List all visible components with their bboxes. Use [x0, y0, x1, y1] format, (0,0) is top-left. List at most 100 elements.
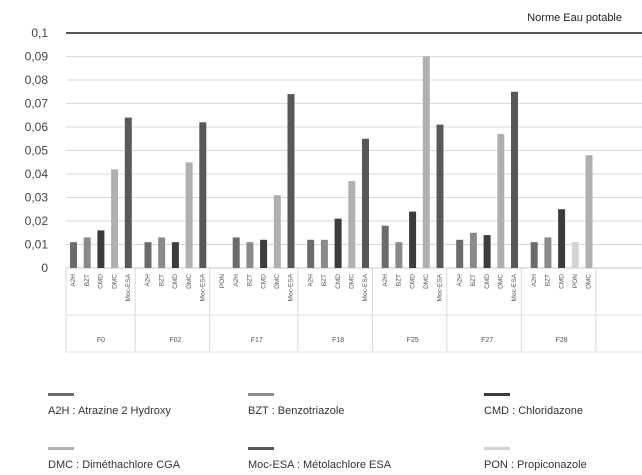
group-label: F25 [407, 337, 419, 344]
bar [469, 232, 477, 268]
x-tick-label: CMD [98, 274, 105, 289]
x-tick-label: PON [219, 274, 226, 288]
group-label: F17 [251, 337, 263, 344]
bar [124, 117, 132, 268]
bar [395, 242, 403, 268]
bar [585, 155, 593, 268]
x-tick-label: DMC [186, 274, 193, 289]
x-tick-label: A2H [70, 274, 77, 287]
x-tick-label: DMC [349, 274, 356, 289]
x-tick-label: DMC [274, 274, 281, 289]
bar [97, 230, 105, 268]
x-tick-label: A2H [456, 274, 463, 287]
group-label: F18 [332, 337, 344, 344]
x-tick-label: Moc-ESA [125, 273, 132, 301]
legend-swatch [48, 447, 74, 450]
y-tick-label: 0,01 [25, 238, 49, 252]
x-tick-label: CMD [558, 274, 565, 289]
x-tick-label: BZT [158, 274, 165, 286]
x-tick-label: BZT [321, 274, 328, 286]
legend-swatch [484, 393, 510, 396]
y-tick-label: 0,03 [25, 191, 49, 205]
group-label: F28 [556, 337, 568, 344]
bar [171, 242, 179, 268]
legend-swatch [484, 447, 510, 450]
group-label: F02 [169, 337, 181, 344]
bar [158, 237, 166, 268]
x-tick-label: CMD [172, 274, 179, 289]
x-tick-label: PON [572, 274, 579, 288]
bar [260, 239, 268, 268]
bar [362, 138, 369, 268]
bar [307, 239, 315, 268]
legend-label: CMD : Chloridazone [484, 405, 584, 417]
legend-label: PON : Propiconazole [484, 459, 587, 471]
x-tick-label: BZT [470, 274, 477, 286]
x-tick-label: Moc-ESA [437, 273, 444, 301]
legend-swatch [248, 447, 274, 450]
x-tick-label: DMC [586, 274, 593, 289]
y-tick-label: 0,04 [25, 167, 49, 181]
y-tick-label: 0,09 [25, 50, 49, 64]
x-tick-label: BZT [247, 274, 254, 286]
x-tick-label: CMD [260, 274, 267, 289]
y-tick-label: 0,05 [25, 144, 49, 158]
bar [511, 91, 518, 268]
bar [409, 211, 417, 268]
x-tick-label: Moc-ESA [362, 273, 369, 301]
bar [422, 56, 430, 268]
x-tick-label: CMD [409, 274, 416, 289]
bar [381, 225, 389, 268]
legend-label: A2H : Atrazine 2 Hydroxy [48, 405, 171, 417]
y-tick-label: 0,1 [31, 26, 48, 40]
y-tick-label: 0,02 [25, 214, 49, 228]
x-tick-label: A2H [233, 274, 240, 287]
x-tick-label: BZT [396, 274, 403, 286]
bar [320, 239, 328, 268]
bar [246, 242, 254, 268]
bar [287, 94, 295, 268]
legend-label: BZT : Benzotriazole [248, 405, 345, 417]
group-label: F27 [481, 337, 493, 344]
bar [334, 218, 342, 268]
legend-swatch [48, 393, 74, 396]
bar [185, 162, 193, 268]
x-tick-label: BZT [84, 274, 91, 286]
x-tick-label: DMC [111, 274, 118, 289]
x-tick-label: Moc-ESA [288, 273, 295, 301]
bar [436, 124, 444, 269]
bar [232, 237, 240, 268]
x-tick-label: A2H [382, 274, 389, 287]
bar [199, 122, 207, 268]
x-tick-label: BZT [545, 274, 552, 286]
bar [530, 242, 538, 268]
bar [70, 242, 77, 268]
y-tick-label: 0,08 [25, 73, 49, 87]
x-tick-label: DMC [498, 274, 505, 289]
bar [456, 239, 464, 268]
x-tick-label: CMD [335, 274, 342, 289]
bar [83, 237, 91, 268]
y-tick-label: 0,06 [25, 120, 49, 134]
legend-label: Moc-ESA : Métolachlore ESA [248, 459, 392, 471]
x-tick-label: DMC [423, 274, 430, 289]
y-tick-label: 0,07 [25, 97, 49, 111]
bar [571, 242, 579, 268]
x-tick-label: Moc-ESA [200, 273, 207, 301]
bar [111, 169, 119, 268]
bar [273, 195, 281, 268]
y-tick-label: 0 [41, 261, 48, 275]
bar [497, 134, 505, 268]
norm-label: Norme Eau potable [527, 12, 622, 24]
bar [544, 237, 552, 268]
bar [348, 181, 356, 268]
bar [483, 235, 491, 268]
x-tick-label: CMD [484, 274, 491, 289]
x-tick-label: A2H [531, 274, 538, 287]
x-tick-label: A2H [145, 274, 152, 287]
x-tick-label: Moc-ESA [511, 273, 518, 301]
bar [558, 209, 566, 268]
group-label: F0 [97, 337, 105, 344]
x-tick-label: A2H [307, 274, 314, 287]
